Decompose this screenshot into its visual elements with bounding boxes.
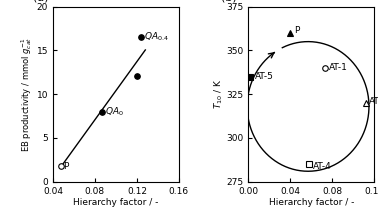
Text: P: P xyxy=(294,26,300,35)
X-axis label: Hierarchy factor / -: Hierarchy factor / - xyxy=(268,198,354,207)
X-axis label: Hierarchy factor / -: Hierarchy factor / - xyxy=(73,198,159,207)
Text: $QA_0$: $QA_0$ xyxy=(105,105,124,118)
Text: P: P xyxy=(64,161,69,171)
Y-axis label: EB productivity / mmol $g_{cat}^{-1}$: EB productivity / mmol $g_{cat}^{-1}$ xyxy=(19,37,34,152)
Text: AT-1: AT-1 xyxy=(329,62,348,72)
Text: AT-3: AT-3 xyxy=(369,97,378,106)
Text: (a): (a) xyxy=(33,0,48,3)
Text: AT-5: AT-5 xyxy=(254,72,273,81)
Text: $QA_{0.4}$: $QA_{0.4}$ xyxy=(144,31,169,44)
Text: (b): (b) xyxy=(220,0,236,3)
Text: AT-4: AT-4 xyxy=(313,162,332,171)
Y-axis label: $T_{10}$ / K: $T_{10}$ / K xyxy=(212,79,225,110)
